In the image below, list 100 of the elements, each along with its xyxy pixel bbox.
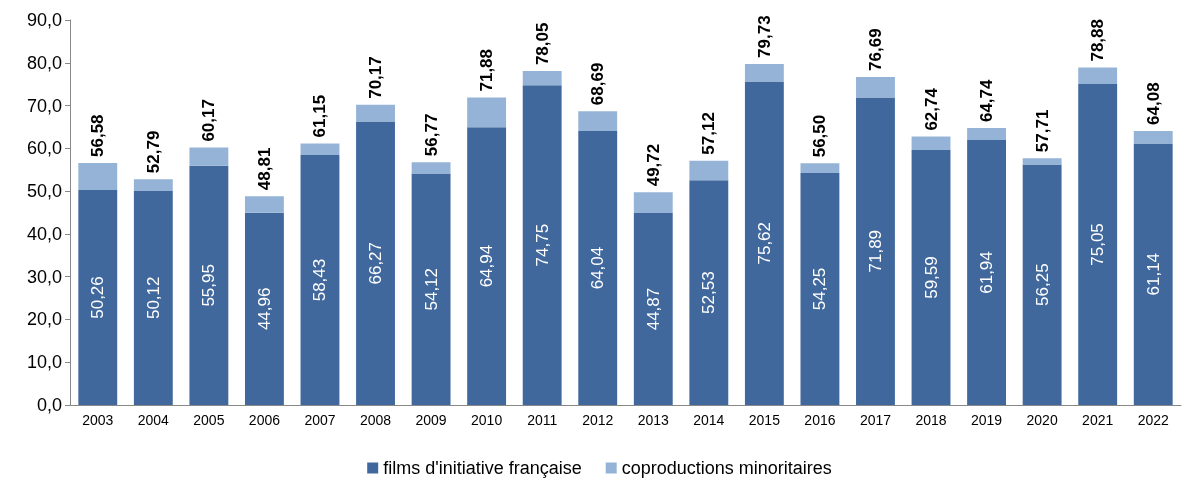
bar bbox=[300, 143, 340, 156]
data-label: 66,27 bbox=[366, 241, 386, 285]
total-label: 64,74 bbox=[977, 78, 997, 123]
total-label: 56,58 bbox=[88, 114, 108, 157]
data-label: 50,12 bbox=[143, 276, 163, 320]
data-label: 61,14 bbox=[1143, 252, 1163, 296]
x-tick-label: 2008 bbox=[359, 412, 392, 428]
data-label: 56,25 bbox=[1032, 263, 1052, 306]
data-label: 44,96 bbox=[254, 287, 274, 331]
total-label: 70,17 bbox=[366, 56, 386, 99]
bar bbox=[800, 172, 840, 405]
bar bbox=[1078, 83, 1118, 405]
bar bbox=[744, 63, 784, 82]
data-label: 58,43 bbox=[310, 258, 330, 302]
bar bbox=[856, 76, 895, 98]
bar bbox=[578, 111, 618, 132]
x-tick-label: 2017 bbox=[859, 412, 892, 428]
x-tick-label: 2015 bbox=[748, 412, 781, 428]
total-label: 52,79 bbox=[143, 130, 163, 174]
x-tick-label: 2003 bbox=[82, 412, 114, 428]
bar bbox=[1133, 143, 1173, 405]
bar bbox=[1022, 164, 1062, 405]
bar bbox=[578, 131, 618, 405]
x-tick-label: 2019 bbox=[971, 412, 1003, 428]
bar bbox=[244, 212, 284, 405]
bar bbox=[189, 165, 229, 405]
legend-label: films d'initiative française bbox=[383, 458, 582, 478]
x-tick-label: 2014 bbox=[693, 412, 725, 428]
x-tick-label: 2022 bbox=[1137, 412, 1170, 428]
data-label: 54,12 bbox=[421, 267, 441, 311]
bar bbox=[1133, 130, 1173, 144]
y-tick-label: 0,0 bbox=[36, 395, 62, 415]
y-tick-label: 10,0 bbox=[26, 352, 62, 373]
x-tick-label: 2011 bbox=[527, 412, 558, 428]
x-tick-label: 2004 bbox=[137, 412, 170, 428]
total-label: 60,17 bbox=[199, 99, 219, 142]
total-label: 68,69 bbox=[588, 62, 608, 106]
bar bbox=[633, 192, 673, 214]
bar bbox=[856, 97, 895, 405]
data-label: 54,25 bbox=[810, 267, 830, 311]
data-label: 44,87 bbox=[643, 287, 663, 331]
bar bbox=[967, 140, 1007, 405]
bar bbox=[78, 162, 118, 190]
data-label: 61,94 bbox=[977, 251, 997, 294]
bar bbox=[300, 155, 340, 405]
total-label: 76,69 bbox=[865, 28, 885, 71]
x-tick-label: 2016 bbox=[804, 412, 836, 428]
data-label: 74,75 bbox=[532, 223, 552, 267]
bar bbox=[467, 127, 507, 405]
total-label: 57,12 bbox=[699, 112, 719, 155]
data-label: 52,53 bbox=[699, 271, 719, 314]
x-tick-label: 2012 bbox=[582, 412, 614, 428]
bar bbox=[1022, 158, 1062, 165]
y-tick-label: 40,0 bbox=[26, 223, 62, 244]
total-label: 56,77 bbox=[421, 113, 441, 157]
total-label: 49,72 bbox=[643, 143, 663, 187]
bar bbox=[689, 180, 729, 405]
bar bbox=[800, 163, 840, 173]
total-label: 71,88 bbox=[477, 48, 497, 92]
x-tick-label: 2018 bbox=[915, 412, 947, 428]
data-label: 75,05 bbox=[1088, 223, 1108, 266]
data-label: 71,89 bbox=[865, 229, 885, 273]
bar bbox=[189, 147, 229, 166]
bar bbox=[633, 213, 673, 405]
bar bbox=[133, 179, 173, 191]
data-label: 64,94 bbox=[477, 244, 497, 288]
total-label: 48,81 bbox=[254, 147, 274, 191]
x-tick-label: 2020 bbox=[1026, 412, 1058, 428]
x-tick-label: 2013 bbox=[637, 412, 670, 428]
y-tick-label: 30,0 bbox=[26, 266, 62, 287]
bar bbox=[911, 150, 951, 405]
x-tick-label: 2007 bbox=[304, 412, 336, 428]
x-tick-label: 2006 bbox=[248, 412, 281, 428]
bar bbox=[411, 162, 451, 174]
bar bbox=[1078, 67, 1118, 84]
bar bbox=[967, 128, 1007, 141]
data-label: 64,04 bbox=[588, 246, 608, 290]
bar bbox=[911, 136, 951, 151]
bar bbox=[522, 85, 562, 405]
bar bbox=[244, 196, 284, 213]
total-label: 64,08 bbox=[1143, 82, 1163, 125]
data-label: 50,26 bbox=[88, 276, 108, 319]
data-label: 59,59 bbox=[921, 256, 941, 299]
data-label: 55,95 bbox=[199, 264, 219, 307]
y-tick-label: 90,0 bbox=[26, 10, 62, 30]
total-label: 78,88 bbox=[1088, 19, 1108, 62]
bar bbox=[744, 81, 784, 405]
bar bbox=[467, 97, 507, 128]
bar bbox=[78, 190, 118, 405]
y-tick-label: 70,0 bbox=[26, 95, 62, 116]
total-label: 61,15 bbox=[310, 94, 330, 138]
bar bbox=[689, 160, 729, 181]
x-tick-label: 2021 bbox=[1082, 412, 1114, 428]
data-label: 75,62 bbox=[754, 221, 774, 265]
y-tick-label: 60,0 bbox=[26, 138, 62, 159]
y-tick-label: 20,0 bbox=[26, 309, 62, 330]
x-tick-label: 2010 bbox=[471, 412, 503, 428]
total-label: 79,73 bbox=[754, 15, 774, 58]
total-label: 57,71 bbox=[1032, 109, 1052, 153]
bar bbox=[356, 121, 395, 405]
